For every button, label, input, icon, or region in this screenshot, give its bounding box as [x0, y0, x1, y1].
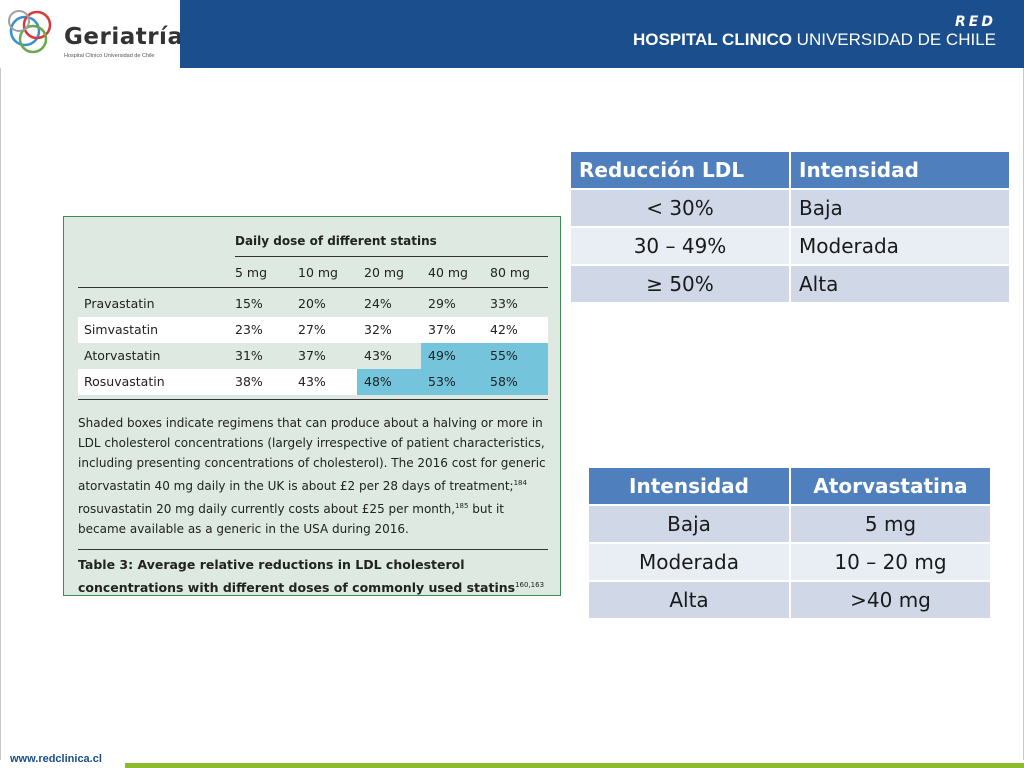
figure-caption: Shaded boxes indicate regimens that can …: [78, 413, 548, 539]
table-cell: 15%: [235, 296, 263, 311]
table-cell: 49%: [428, 348, 456, 363]
shaded-cells: [421, 343, 548, 369]
table-row: Atorvastatin 31% 37% 43% 49% 55%: [78, 343, 548, 369]
slide-border-left: [0, 68, 1, 760]
header-band: RED HOSPITAL CLINICO UNIVERSIDAD DE CHIL…: [180, 0, 1024, 68]
dose-column-headers: 5 mg 10 mg 20 mg 40 mg 80 mg: [78, 265, 548, 285]
table-cell: 42%: [490, 322, 518, 337]
table-row: Baja 5 mg: [587, 504, 992, 544]
table-cell: 5 mg: [789, 504, 992, 544]
caption-text: but it became available as a generic in …: [78, 502, 505, 536]
hospital-name-rest: UNIVERSIDAD DE CHILE: [791, 30, 996, 49]
geriatria-logo: Geriatría Hospital Clínico Universidad d…: [0, 0, 184, 68]
table-caption-text: Table 3: Average relative reductions in …: [78, 557, 516, 596]
table-cell: 33%: [490, 296, 518, 311]
caption-rule: [78, 549, 548, 550]
caption-reference: 184: [513, 479, 527, 487]
table-row: < 30% Baja: [569, 188, 1011, 228]
table-cell: Moderada: [587, 542, 791, 582]
table-cell: Alta: [587, 580, 791, 620]
header-rule: [78, 287, 548, 288]
table-cell: 29%: [428, 296, 456, 311]
table-cell: ≥ 50%: [569, 264, 791, 304]
hospital-name-bold: HOSPITAL CLINICO: [632, 30, 792, 49]
statin-dose-figure: Daily dose of different statins 5 mg 10 …: [63, 216, 561, 596]
table-cell: 23%: [235, 322, 263, 337]
table-cell: 43%: [298, 374, 326, 389]
table-cell: 10 – 20 mg: [789, 542, 992, 582]
table-bottom-rule: [78, 399, 548, 400]
table-cell: Baja: [587, 504, 791, 544]
table-row: Simvastatin 23% 27% 32% 37% 42%: [78, 317, 548, 343]
caption-reference: 185: [455, 502, 469, 510]
dose-header: 20 mg: [364, 265, 404, 280]
table-cell: 37%: [428, 322, 456, 337]
table-row: Alta >40 mg: [587, 580, 992, 620]
table-row: Rosuvastatin 38% 43% 48% 53% 58%: [78, 369, 548, 395]
table-cell: 38%: [235, 374, 263, 389]
table-header-row: Reducción LDL Intensidad: [569, 150, 1011, 190]
atorvastatin-dose-table: Intensidad Atorvastatina Baja 5 mg Moder…: [587, 466, 992, 620]
table-caption: Table 3: Average relative reductions in …: [78, 554, 548, 598]
table-header-row: Intensidad Atorvastatina: [587, 466, 992, 506]
table-cell: 48%: [364, 374, 392, 389]
table-cell: 58%: [490, 374, 518, 389]
statin-name: Atorvastatin: [84, 348, 161, 363]
table-row: 30 – 49% Moderada: [569, 226, 1011, 266]
table-row: ≥ 50% Alta: [569, 264, 1011, 304]
table-cell: 37%: [298, 348, 326, 363]
footer-url-link[interactable]: www.redclinica.cl: [10, 753, 102, 765]
dose-header: 5 mg: [235, 265, 268, 280]
column-header: Intensidad: [789, 150, 1011, 190]
column-header: Atorvastatina: [789, 466, 992, 506]
statin-name: Pravastatin: [84, 296, 155, 311]
table-cell: 43%: [364, 348, 392, 363]
red-network-mark: RED: [955, 14, 996, 30]
table-cell: 32%: [364, 322, 392, 337]
shaded-cells: [357, 369, 548, 395]
caption-text: rosuvastatin 20 mg daily currently costs…: [78, 502, 456, 516]
table-cell: 20%: [298, 296, 326, 311]
table-cell: Baja: [789, 188, 1011, 228]
ldl-intensity-table: Reducción LDL Intensidad < 30% Baja 30 –…: [569, 150, 1011, 304]
hospital-name: HOSPITAL CLINICO UNIVERSIDAD DE CHILE: [633, 30, 996, 50]
table-cell: 53%: [428, 374, 456, 389]
dose-heading: Daily dose of different statins: [235, 234, 437, 248]
geriatria-logo-icon: [8, 10, 52, 54]
table-cell: 24%: [364, 296, 392, 311]
table-caption-reference: 160,163: [515, 581, 545, 589]
table-cell: Moderada: [789, 226, 1011, 266]
statin-name: Simvastatin: [84, 322, 159, 337]
column-header: Intensidad: [587, 466, 791, 506]
dose-header: 40 mg: [428, 265, 468, 280]
slide-header: Geriatría Hospital Clínico Universidad d…: [0, 0, 1024, 68]
table-cell: Alta: [789, 264, 1011, 304]
column-header: Reducción LDL: [569, 150, 791, 190]
table-cell: 27%: [298, 322, 326, 337]
table-cell: 31%: [235, 348, 263, 363]
dose-header: 10 mg: [298, 265, 338, 280]
statin-name: Rosuvastatin: [84, 374, 165, 389]
table-cell: 30 – 49%: [569, 226, 791, 266]
table-cell: < 30%: [569, 188, 791, 228]
row-background: [78, 317, 548, 343]
footer-bar: [125, 763, 1024, 768]
table-cell: 55%: [490, 348, 518, 363]
logo-title: Geriatría: [64, 24, 184, 50]
table-cell: >40 mg: [789, 580, 992, 620]
dose-header: 80 mg: [490, 265, 530, 280]
heading-rule: [235, 256, 548, 257]
caption-text: Shaded boxes indicate regimens that can …: [78, 416, 546, 493]
table-row: Moderada 10 – 20 mg: [587, 542, 992, 582]
logo-subtitle: Hospital Clínico Universidad de Chile: [64, 53, 155, 59]
table-row: Pravastatin 15% 20% 24% 29% 33%: [78, 291, 548, 317]
